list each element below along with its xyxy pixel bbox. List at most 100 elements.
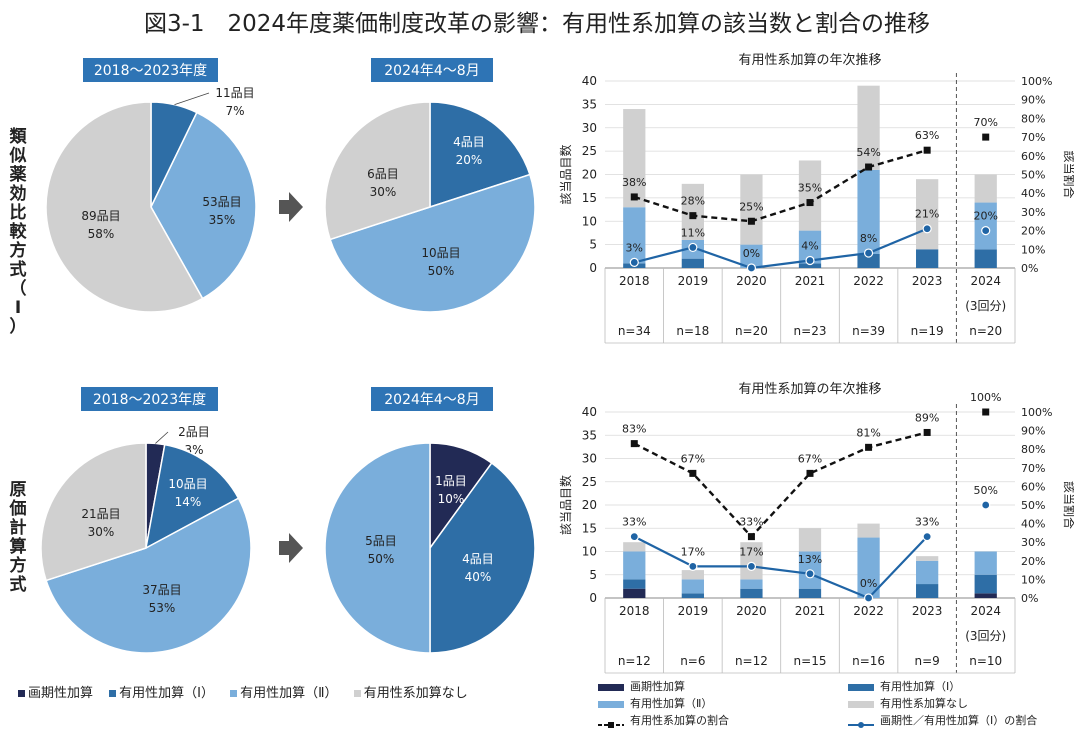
bar-segment — [740, 588, 763, 598]
useful-ratio-label: 0% — [860, 577, 877, 590]
y2-tick-label: 30% — [1021, 206, 1045, 219]
bar-segment — [798, 160, 822, 231]
total-ratio-label: 100% — [970, 391, 1001, 404]
y2-axis-title: 該当割合 — [1062, 150, 1074, 198]
y-tick-label: 0 — [589, 591, 597, 605]
bar-segment — [681, 183, 704, 240]
useful-ratio-point — [805, 255, 815, 266]
x-tick-label: 2024 — [970, 274, 1001, 288]
pie-header: 2024年4～8月 — [384, 63, 479, 79]
bar-segment — [857, 253, 880, 268]
pie-legend-item: 有用性加算（Ⅰ） — [109, 682, 214, 701]
n-label: n=10 — [969, 654, 1002, 668]
total-ratio-point — [923, 146, 931, 154]
pie-slice-count: 6品目 — [367, 167, 399, 181]
useful-ratio-point — [688, 242, 698, 253]
y2-tick-label: 20% — [1021, 555, 1045, 568]
legend-swatch — [598, 683, 624, 691]
bar-segment — [681, 579, 704, 594]
total-ratio-label: 38% — [622, 176, 646, 189]
y-tick-label: 20 — [582, 498, 597, 512]
total-ratio-line — [633, 149, 928, 223]
bar-segment — [916, 584, 939, 598]
useful-ratio-label: 17% — [681, 545, 705, 558]
pie-legend-item: 有用性系加算なし — [353, 682, 468, 701]
pie-slice-count: 4品目 — [462, 552, 494, 566]
total-ratio-label: 67% — [681, 452, 705, 465]
section-label-char: 計 — [10, 517, 27, 538]
useful-ratio-label: 11% — [681, 226, 705, 239]
bar-segment — [623, 109, 646, 208]
useful-ratio-label: 3% — [626, 241, 643, 254]
section-label-char: 価 — [9, 498, 27, 519]
y2-tick-label: 90% — [1021, 94, 1045, 107]
section-label-char: 式 — [10, 259, 27, 280]
total-ratio-label: 89% — [915, 411, 939, 424]
pie-header-bg — [371, 387, 493, 411]
x-tick-label: 2021 — [795, 274, 826, 288]
pie-header: 2024年4～8月 — [384, 392, 479, 408]
y2-tick-label: 60% — [1021, 480, 1045, 493]
useful-ratio-point — [922, 532, 932, 542]
pie-slice — [329, 173, 536, 313]
bar-segment — [916, 249, 939, 268]
pie-slice-pct: 50% — [428, 264, 455, 278]
legend-swatch — [230, 690, 238, 697]
y2-tick-label: 0% — [1021, 592, 1038, 605]
bar-segment — [681, 258, 704, 268]
pie-slice — [45, 101, 204, 313]
y2-tick-label: 30% — [1021, 536, 1045, 549]
y-tick-label: 5 — [589, 238, 597, 252]
legend-label: 有用性加算（Ⅱ） — [630, 697, 713, 710]
y2-tick-label: 40% — [1021, 518, 1045, 531]
legend-label: 画期性加算 — [630, 680, 685, 693]
useful-ratio-label: 50% — [973, 484, 997, 497]
legend-swatch — [848, 683, 874, 691]
pie-slice-count: 10品目 — [421, 246, 460, 260]
y-tick-label: 35 — [582, 428, 597, 442]
section-label-char: 原 — [10, 480, 27, 500]
n-label: n=18 — [676, 324, 709, 338]
n-label: n=20 — [735, 324, 768, 338]
total-ratio-label: 83% — [622, 423, 646, 436]
y2-tick-label: 40% — [1021, 187, 1045, 200]
y2-tick-label: 50% — [1021, 169, 1045, 182]
pie-legend: 画期性加算 有用性加算（Ⅰ） 有用性加算（Ⅱ） 有用性系加算なし — [18, 682, 480, 701]
pie-slice-pct: 53% — [149, 601, 176, 615]
legend-label: 有用性系加算の割合 — [630, 714, 729, 727]
useful-ratio-label: 33% — [915, 516, 939, 529]
bar-segment — [857, 523, 880, 538]
y2-tick-label: 0% — [1021, 262, 1038, 275]
useful-ratio-line — [634, 227, 928, 270]
x-tick-label: 2022 — [853, 274, 884, 288]
section-label-char: 算 — [9, 536, 27, 557]
useful-ratio-point — [688, 561, 698, 571]
bar-segment — [974, 174, 997, 203]
x-tick-label: 2022 — [853, 604, 884, 618]
useful-ratio-point — [922, 224, 932, 234]
pie-slice-count: 2品目 — [178, 425, 210, 439]
bar-segment — [623, 207, 646, 264]
y2-tick-label: 100% — [1021, 406, 1052, 419]
bar-segment — [623, 551, 646, 580]
section-label-char: （ — [10, 278, 27, 299]
useful-ratio-label: 21% — [915, 208, 939, 221]
y-tick-label: 40 — [582, 405, 597, 419]
total-ratio-point — [865, 163, 873, 171]
legend-dash-line — [598, 717, 624, 728]
total-ratio-point — [982, 133, 990, 141]
bar-segment — [916, 556, 939, 561]
pie-slice-pct: 58% — [88, 227, 115, 241]
bar-segment — [740, 174, 763, 245]
pie-legend-item: 画期性加算 — [18, 682, 93, 701]
y-tick-label: 5 — [589, 568, 597, 582]
legend-swatch — [848, 700, 874, 708]
legend-swatch — [109, 690, 117, 697]
total-ratio-line — [633, 431, 928, 539]
total-ratio-point — [747, 533, 755, 541]
section-label-char: Ⅰ — [15, 298, 21, 318]
chart-legend-right: 有用性加算（Ⅰ） 有用性系加算なし 画期性／有用性加算（Ⅰ）の割合 — [848, 678, 1037, 729]
pie-slice-count: 4品目 — [453, 135, 485, 149]
pie-slice — [324, 101, 431, 241]
